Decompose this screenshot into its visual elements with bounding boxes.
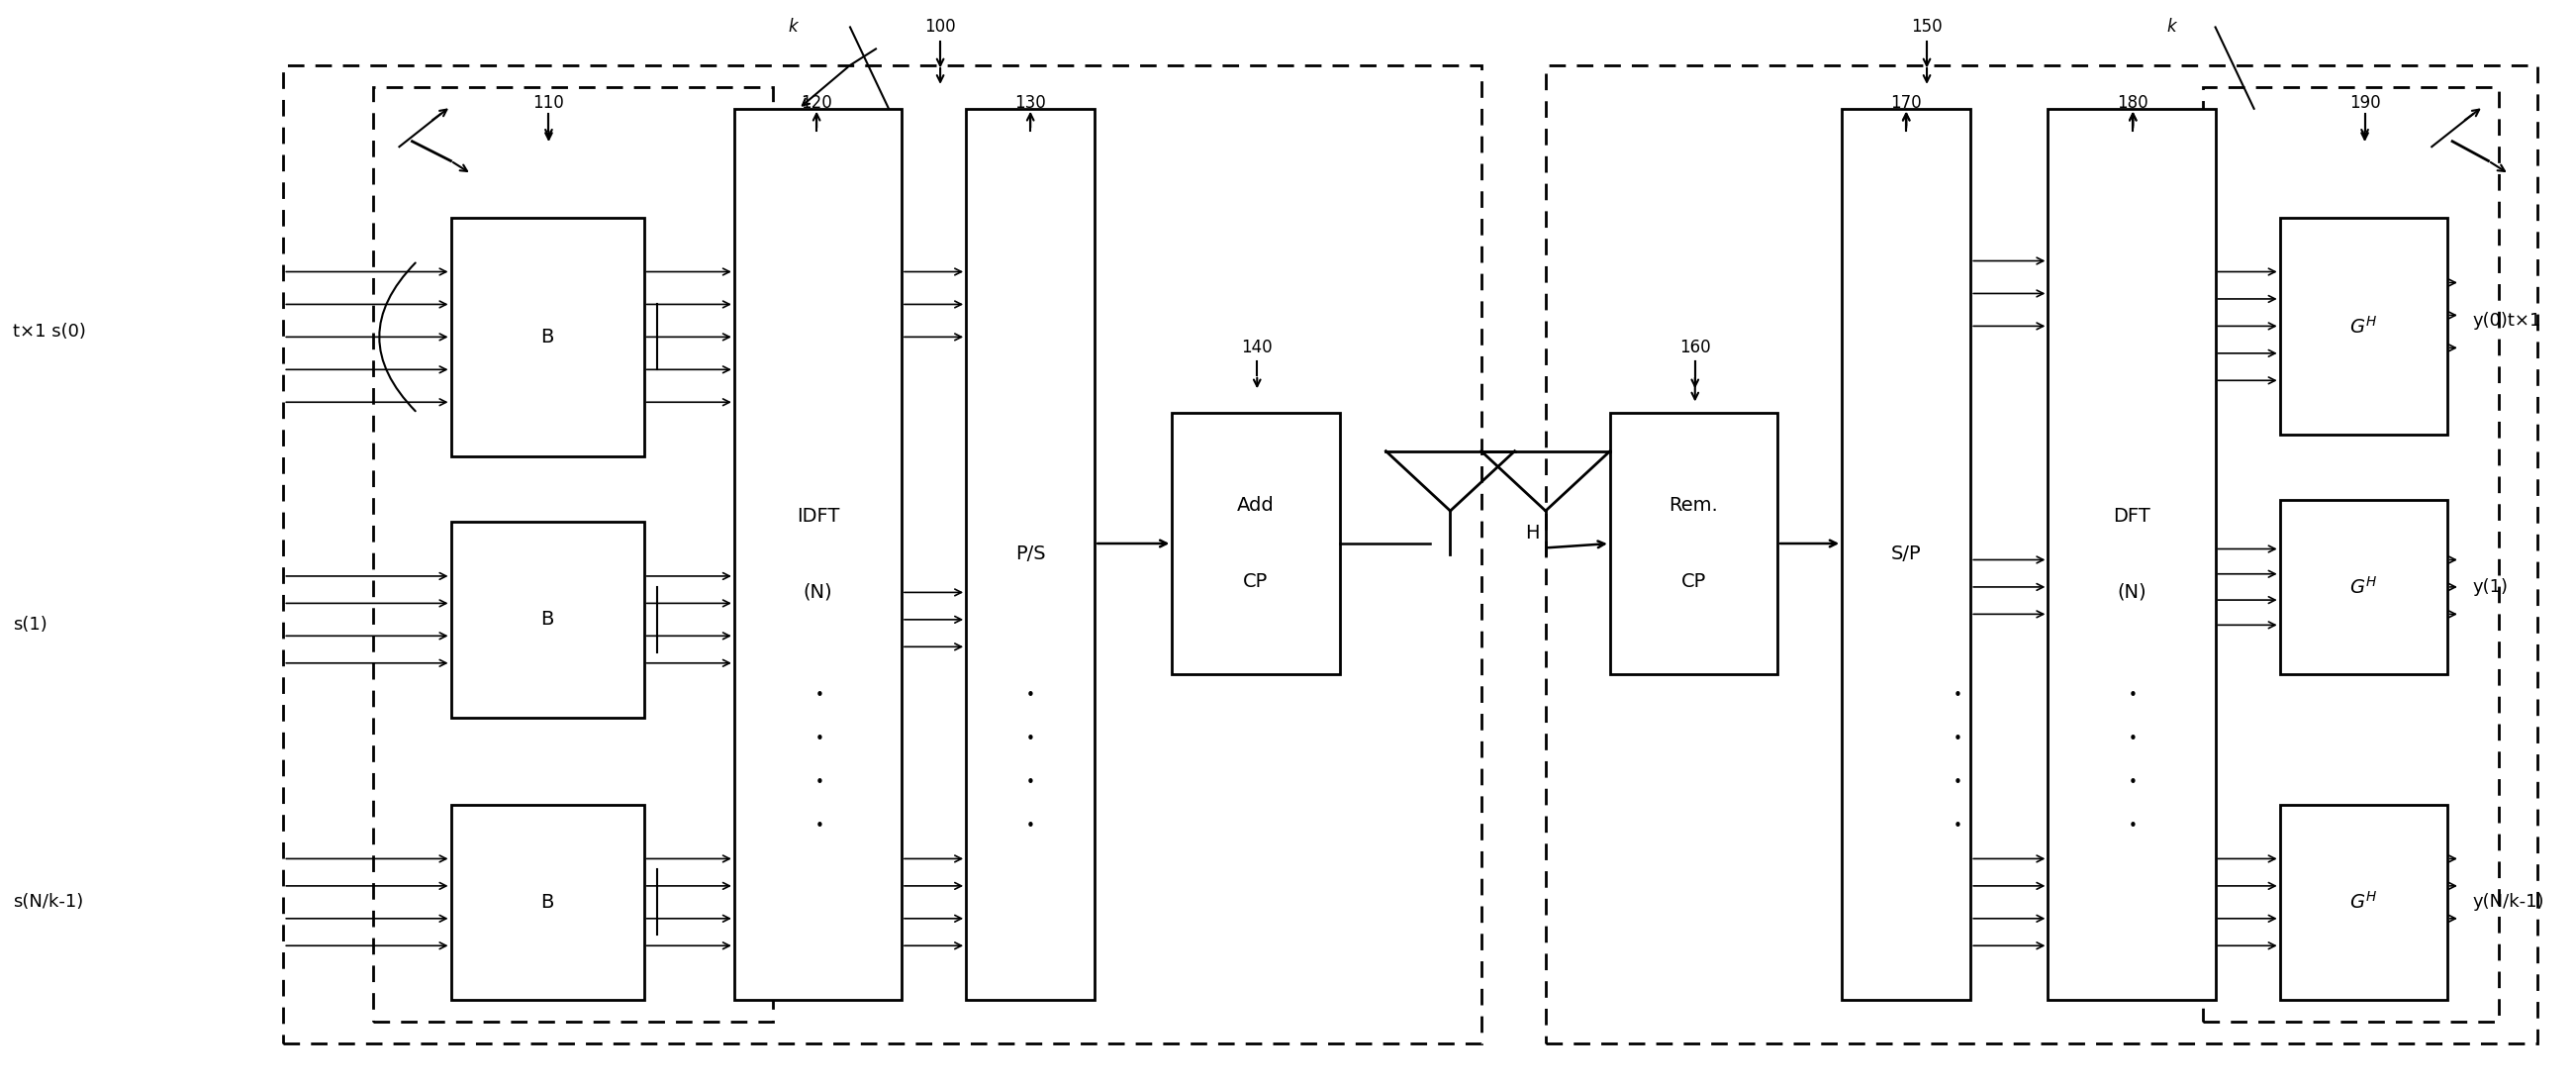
Bar [2202,87,2499,1022]
Text: IDFT: IDFT [796,507,840,526]
Bar [2280,804,2447,1000]
Text: 120: 120 [801,95,832,112]
Text: •: • [814,819,824,834]
Bar [2048,109,2215,1000]
Text: s(N/k-1): s(N/k-1) [13,894,82,911]
Bar [374,87,773,1022]
Bar [1172,413,1340,674]
Bar [966,109,1095,1000]
Bar [734,109,902,1000]
Text: B: B [541,610,554,629]
Bar [1842,109,1971,1000]
Text: •: • [1953,819,1963,834]
Text: y(N/k-1): y(N/k-1) [2473,894,2545,911]
Text: 190: 190 [2349,95,2380,112]
Bar [2280,500,2447,674]
Text: y(1): y(1) [2473,578,2509,596]
Text: CP: CP [1682,572,1705,591]
Text: •: • [1025,732,1036,747]
Text: B: B [541,892,554,912]
Text: 150: 150 [1911,18,1942,36]
Text: 130: 130 [1015,95,1046,112]
Bar [451,804,644,1000]
Text: •: • [2128,732,2138,747]
Bar [1546,65,2537,1044]
Text: •: • [2128,688,2138,703]
Text: 110: 110 [533,95,564,112]
Text: •: • [2128,775,2138,790]
Text: Rem.: Rem. [1669,496,1718,515]
Text: •: • [1953,688,1963,703]
Bar [2280,217,2447,435]
Text: •: • [2128,819,2138,834]
Bar [451,217,644,457]
Text: (N): (N) [804,583,832,602]
Text: 160: 160 [1680,339,1710,357]
Bar [451,522,644,717]
Text: k: k [2166,18,2177,36]
Text: 170: 170 [1891,95,1922,112]
Text: k: k [788,18,799,36]
Text: •: • [814,732,824,747]
Text: •: • [1025,775,1036,790]
Text: $G^H$: $G^H$ [2349,891,2378,913]
Text: s(1): s(1) [13,616,46,634]
Text: DFT: DFT [2112,507,2151,526]
Text: •: • [1025,819,1036,834]
Text: Add: Add [1236,496,1275,515]
Text: 140: 140 [1242,339,1273,357]
Text: CP: CP [1244,572,1267,591]
Text: •: • [814,688,824,703]
Text: $G^H$: $G^H$ [2349,576,2378,598]
Text: 180: 180 [2117,95,2148,112]
Text: •: • [1953,732,1963,747]
Text: B: B [541,327,554,347]
Text: •: • [1025,688,1036,703]
Text: •: • [814,775,824,790]
Bar [1610,413,1777,674]
Text: 100: 100 [925,18,956,36]
Text: $G^H$: $G^H$ [2349,315,2378,337]
Text: P/S: P/S [1015,545,1046,564]
Text: •: • [1953,775,1963,790]
Text: H: H [1525,523,1540,542]
Text: (N): (N) [2117,583,2146,602]
Bar [283,65,1481,1044]
Text: y(0)t×1: y(0)t×1 [2473,312,2543,329]
Text: t×1 s(0): t×1 s(0) [13,323,85,340]
Text: S/P: S/P [1891,545,1922,564]
